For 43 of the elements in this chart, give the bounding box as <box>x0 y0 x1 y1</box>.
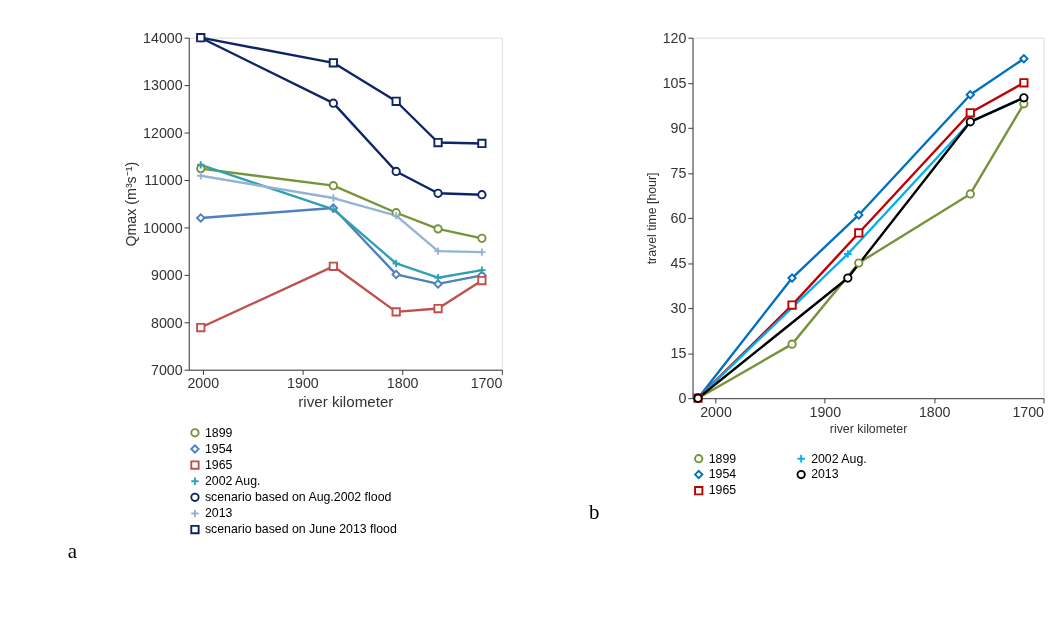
text: b <box>589 499 600 524</box>
y-tick-label: 60 <box>670 210 687 227</box>
legend-label: 1899 <box>708 451 737 466</box>
x-axis-title: river kilometer <box>829 421 908 436</box>
y-axis-title: Qmax (m³s⁻¹) <box>123 161 140 247</box>
y-tick-label: 11000 <box>144 172 183 189</box>
y-axis-title: travel time [hour] <box>645 172 659 265</box>
y-tick-label: 105 <box>662 74 687 91</box>
y-tick-label: 12000 <box>143 124 183 141</box>
legend-label: scenario based on Aug.2002 flood <box>204 490 392 505</box>
legend-label: 1965 <box>204 457 233 472</box>
y-tick-label: 120 <box>662 29 687 46</box>
x-axis-title: river kilometer <box>298 393 394 411</box>
legend-label: scenario based on June 2013 flood <box>204 522 397 537</box>
legend-label: 1965 <box>708 483 737 498</box>
y-tick-label: 30 <box>670 300 687 317</box>
y-tick-label: 13000 <box>143 77 183 94</box>
y-tick-label: 75 <box>670 165 687 182</box>
legend-label: 1899 <box>204 425 233 440</box>
x-tick-label: 2000 <box>700 403 732 420</box>
text: a <box>67 538 77 563</box>
x-tick-label: 1700 <box>1012 403 1045 420</box>
legend-label: 2002 Aug. <box>811 451 867 466</box>
y-tick-label: 14000 <box>143 29 183 46</box>
y-tick-label: 8000 <box>150 314 183 331</box>
y-tick-label: 10000 <box>143 219 183 236</box>
x-tick-label: 1800 <box>918 403 951 420</box>
x-tick-label: 1700 <box>470 375 503 392</box>
legend-label: 2013 <box>204 506 233 521</box>
x-tick-label: 1900 <box>809 403 842 420</box>
legend-label: 2002 Aug. <box>204 474 261 489</box>
legend-label: 2013 <box>811 467 839 482</box>
x-tick-label: 2000 <box>187 375 220 392</box>
x-tick-label: 1900 <box>287 375 319 392</box>
y-tick-label: 90 <box>670 120 687 137</box>
legend-label: 1954 <box>708 467 737 482</box>
x-tick-label: 1800 <box>386 375 419 392</box>
y-tick-label: 7000 <box>150 361 183 378</box>
legend-label: 1954 <box>204 441 233 456</box>
y-tick-label: 45 <box>670 255 687 272</box>
y-tick-label: 0 <box>678 390 687 407</box>
y-tick-label: 9000 <box>150 267 183 284</box>
y-tick-label: 15 <box>670 345 687 362</box>
